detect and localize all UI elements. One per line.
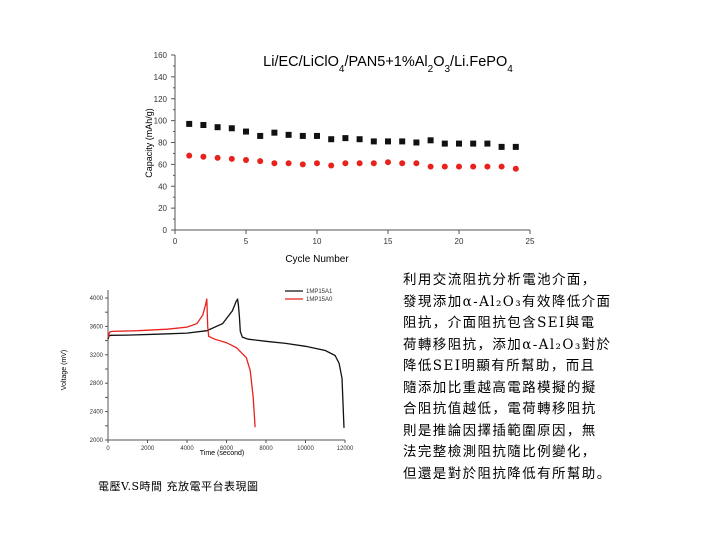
voltage-x-tick-label: 6000 (220, 446, 234, 452)
capacity-point-square (342, 135, 349, 142)
capacity-x-axis-label: Cycle Number (285, 254, 349, 265)
capacity-point-square (512, 143, 519, 150)
voltage-series-line-2 (107, 298, 256, 428)
capacity-point-circle (271, 160, 278, 167)
capacity-y-tick-label: 40 (158, 182, 167, 191)
capacity-point-square (200, 122, 207, 128)
capacity-point-square (214, 124, 221, 131)
voltage-x-tick-label: 12000 (337, 446, 354, 452)
capacity-point-square (285, 131, 292, 138)
capacity-point-circle (356, 160, 363, 167)
capacity-point-circle (214, 154, 221, 161)
voltage-x-tick-label: 2000 (141, 446, 155, 452)
capacity-y-tick-label: 160 (154, 51, 168, 60)
capacity-point-square (271, 129, 278, 136)
capacity-x-tick-label: 25 (526, 237, 535, 246)
capacity-point-circle (427, 163, 434, 170)
capacity-point-square (356, 136, 363, 143)
capacity-point-square (243, 128, 249, 135)
capacity-point-square (370, 138, 377, 145)
capacity-point-circle (228, 155, 235, 162)
capacity-point-circle (456, 163, 462, 170)
capacity-point-circle (413, 160, 420, 167)
capacity-point-square (413, 139, 420, 146)
voltage-y-tick-label: 2400 (90, 410, 104, 416)
capacity-point-square (385, 138, 391, 145)
capacity-x-tick-label: 10 (313, 237, 322, 246)
capacity-point-circle (512, 165, 519, 172)
capacity-point-circle (299, 161, 306, 168)
voltage-y-axis-label: Voltage (mV) (61, 350, 68, 390)
capacity-point-square (470, 140, 477, 147)
capacity-point-square (228, 125, 235, 132)
capacity-x-tick-label: 15 (384, 237, 393, 246)
voltage-legend: 1MP15A1 1MP15A0 (285, 289, 333, 303)
capacity-point-circle (243, 157, 249, 163)
capacity-point-circle (257, 158, 264, 165)
capacity-point-circle (484, 163, 491, 170)
capacity-point-circle (285, 160, 292, 167)
voltage-x-tick-label: 8000 (259, 446, 273, 452)
capacity-point-square (427, 137, 434, 144)
analysis-paragraph: 利用交流阻抗分析電池介面， 發現添加α-Al₂O₃有效降低介面 阻抗，介面阻抗包… (403, 272, 612, 482)
capacity-point-circle (470, 163, 477, 170)
capacity-point-circle (385, 159, 391, 166)
capacity-y-tick-label: 20 (158, 204, 167, 213)
voltage-x-tick-label: 4000 (180, 446, 194, 452)
voltage-legend-label: 1MP15A1 (306, 289, 333, 295)
capacity-point-circle (399, 160, 406, 167)
capacity-point-circle (441, 163, 448, 170)
voltage-x-axis-label: Time (second) (200, 450, 244, 457)
capacity-point-square (314, 132, 320, 139)
capacity-y-tick-label: 120 (154, 95, 168, 104)
capacity-y-tick-label: 140 (154, 73, 168, 82)
capacity-chart-title: Li/EC/LiClO4/PAN5+1%Al2O3/Li.FePO4 (263, 54, 513, 75)
voltage-y-tick-label: 3200 (90, 353, 104, 359)
voltage-y-tick-label: 2800 (90, 381, 104, 387)
capacity-point-circle (314, 160, 320, 167)
capacity-point-square (328, 136, 335, 143)
capacity-point-square (484, 140, 491, 147)
voltage-x-tick-label: 0 (106, 446, 110, 452)
capacity-point-circle (186, 152, 193, 159)
capacity-x-tick-label: 20 (455, 237, 464, 246)
voltage-x-tick-label: 10000 (297, 446, 314, 452)
figure-caption: 電壓V.S時間 充放電平台表現圖 (98, 480, 259, 493)
capacity-point-square (456, 140, 462, 147)
capacity-y-tick-label: 80 (158, 139, 167, 148)
capacity-point-circle (498, 163, 505, 170)
capacity-point-square (399, 138, 406, 145)
voltage-legend-label: 1MP15A0 (306, 297, 333, 303)
capacity-point-circle (342, 160, 349, 167)
capacity-point-square (441, 140, 448, 147)
capacity-x-tick-label: 0 (173, 237, 178, 246)
capacity-x-tick-label: 5 (244, 237, 249, 246)
capacity-y-tick-label: 60 (158, 160, 167, 169)
capacity-point-square (299, 132, 306, 139)
capacity-point-circle (328, 162, 335, 169)
capacity-point-circle (200, 153, 207, 160)
capacity-point-circle (370, 160, 377, 167)
capacity-y-tick-label: 0 (163, 226, 168, 235)
voltage-y-tick-label: 3600 (90, 324, 104, 330)
capacity-point-square (257, 132, 264, 139)
voltage-y-tick-label: 4000 (90, 296, 104, 302)
voltage-y-tick-label: 2000 (90, 438, 104, 444)
capacity-y-axis-label: Capacity (mAh/g) (144, 108, 154, 178)
capacity-point-square (498, 143, 505, 150)
voltage-series-line-1 (107, 297, 345, 428)
capacity-point-square (186, 120, 193, 127)
capacity-y-tick-label: 100 (154, 117, 168, 126)
